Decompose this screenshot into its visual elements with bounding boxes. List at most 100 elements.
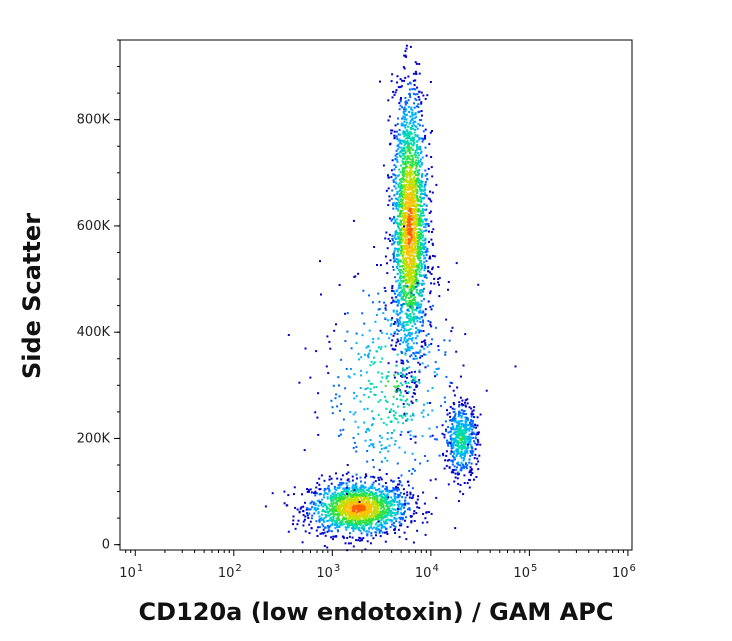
data-point	[361, 485, 364, 488]
data-point	[403, 219, 406, 222]
data-point	[342, 511, 345, 514]
data-point	[384, 308, 387, 311]
data-point	[414, 296, 417, 299]
data-point	[378, 488, 381, 490]
data-point	[404, 263, 407, 266]
data-point	[418, 270, 421, 273]
data-point	[287, 334, 290, 336]
data-point	[403, 108, 405, 111]
data-point	[360, 538, 363, 541]
data-point	[380, 331, 383, 334]
data-point	[393, 247, 396, 250]
data-point	[410, 520, 413, 523]
data-point	[402, 362, 405, 365]
data-point	[409, 158, 412, 161]
data-point	[429, 479, 432, 482]
data-point	[315, 509, 318, 512]
data-point	[389, 410, 392, 413]
data-point	[412, 541, 415, 544]
data-point	[356, 477, 358, 480]
data-point	[335, 526, 338, 529]
data-point	[406, 494, 409, 497]
data-point	[378, 516, 381, 519]
data-point	[401, 248, 404, 251]
data-point	[358, 494, 361, 497]
data-point	[363, 497, 365, 500]
data-point	[405, 295, 407, 298]
data-point	[412, 302, 415, 305]
data-point	[393, 240, 396, 243]
data-point	[360, 487, 363, 490]
data-point	[311, 514, 314, 517]
data-point	[308, 523, 311, 526]
data-point	[399, 343, 401, 346]
data-point	[399, 142, 402, 145]
data-point	[411, 193, 414, 196]
data-point	[401, 304, 404, 307]
data-point	[342, 523, 345, 526]
data-point	[465, 465, 468, 468]
data-point	[407, 232, 410, 235]
data-point	[398, 241, 400, 244]
data-point	[367, 518, 370, 521]
data-point	[271, 492, 274, 495]
data-point	[298, 511, 301, 514]
data-point	[416, 152, 419, 155]
data-point	[416, 335, 419, 337]
data-point	[351, 510, 354, 512]
data-point	[451, 469, 454, 472]
data-point	[408, 150, 411, 153]
data-point	[332, 519, 335, 522]
data-point	[333, 329, 336, 332]
data-point	[416, 268, 419, 271]
data-point	[412, 79, 415, 82]
data-point	[403, 148, 406, 151]
data-point	[424, 193, 426, 196]
data-point	[402, 148, 404, 151]
data-point	[405, 334, 408, 337]
data-point	[346, 505, 349, 508]
data-point	[379, 523, 382, 526]
data-point	[416, 174, 419, 177]
data-point	[454, 468, 457, 471]
data-point	[344, 340, 347, 342]
data-point	[414, 97, 417, 100]
data-point	[412, 157, 415, 160]
data-point	[416, 498, 419, 501]
data-point	[412, 239, 415, 242]
data-point	[369, 506, 372, 509]
data-point	[416, 127, 419, 130]
data-point	[425, 260, 428, 262]
data-point	[337, 492, 340, 495]
data-point	[399, 194, 402, 197]
data-point	[390, 318, 393, 321]
data-point	[470, 423, 473, 426]
data-point	[367, 356, 370, 359]
data-point	[470, 407, 473, 410]
data-point	[332, 502, 335, 505]
data-point	[405, 516, 407, 519]
data-point	[353, 522, 356, 525]
data-point	[417, 146, 420, 149]
data-point	[403, 118, 406, 121]
data-point	[415, 146, 418, 149]
data-point	[410, 515, 413, 518]
data-point	[395, 520, 398, 523]
data-point	[328, 475, 331, 478]
data-point	[399, 382, 402, 385]
data-point	[329, 519, 332, 522]
data-point	[456, 477, 459, 480]
data-point	[435, 368, 438, 370]
data-point	[367, 498, 370, 501]
data-point	[404, 130, 407, 133]
data-point	[420, 150, 423, 153]
data-point	[372, 481, 375, 484]
data-point	[421, 162, 424, 165]
data-point	[396, 310, 398, 313]
data-point	[342, 482, 345, 485]
data-point	[382, 485, 385, 488]
data-point	[394, 525, 397, 528]
data-point	[338, 501, 341, 504]
data-point	[485, 389, 488, 392]
data-point	[411, 205, 414, 207]
